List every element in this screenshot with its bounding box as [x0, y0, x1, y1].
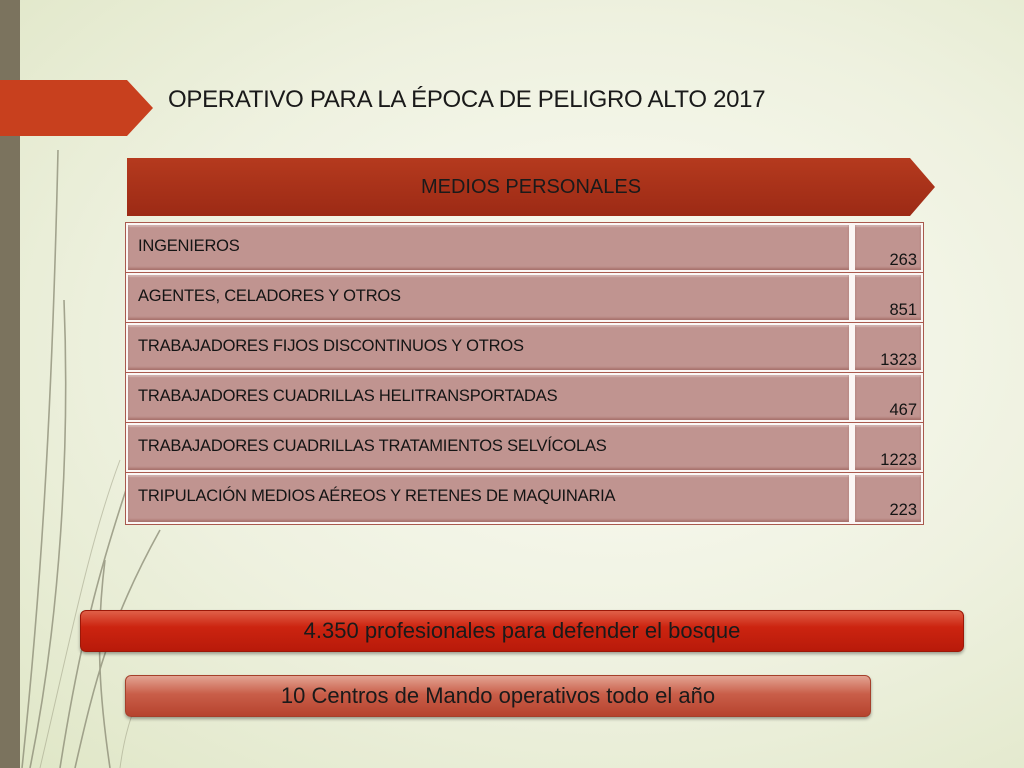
row-value: 263	[855, 225, 921, 270]
row-label: TRABAJADORES CUADRILLAS TRATAMIENTOS SEL…	[128, 425, 849, 470]
row-label: AGENTES, CELADORES Y OTROS	[128, 275, 849, 320]
table-row: TRIPULACIÓN MEDIOS AÉREOS Y RETENES DE M…	[126, 473, 923, 524]
left-decorative-bar	[0, 0, 20, 768]
row-value: 1323	[855, 325, 921, 370]
row-label: TRABAJADORES CUADRILLAS HELITRANSPORTADA…	[128, 375, 849, 420]
section-banner-label: MEDIOS PERSONALES	[420, 175, 642, 198]
title-arrow-shape	[0, 80, 153, 136]
row-label: INGENIEROS	[128, 225, 849, 270]
table-row: INGENIEROS 263	[126, 223, 923, 273]
row-label: TRIPULACIÓN MEDIOS AÉREOS Y RETENES DE M…	[128, 475, 849, 522]
table-row: TRABAJADORES CUADRILLAS TRATAMIENTOS SEL…	[126, 423, 923, 473]
table-row: TRABAJADORES FIJOS DISCONTINUOS Y OTROS …	[126, 323, 923, 373]
row-value: 223	[855, 475, 921, 522]
table-row: TRABAJADORES CUADRILLAS HELITRANSPORTADA…	[126, 373, 923, 423]
command-centers-callout: 10 Centros de Mando operativos todo el a…	[125, 675, 871, 717]
row-value: 1223	[855, 425, 921, 470]
row-value: 467	[855, 375, 921, 420]
personnel-table: INGENIEROS 263 AGENTES, CELADORES Y OTRO…	[125, 222, 924, 525]
row-label: TRABAJADORES FIJOS DISCONTINUOS Y OTROS	[128, 325, 849, 370]
row-value: 851	[855, 275, 921, 320]
table-row: AGENTES, CELADORES Y OTROS 851	[126, 273, 923, 323]
slide-title: OPERATIVO PARA LA ÉPOCA DE PELIGRO ALTO …	[168, 86, 766, 113]
section-banner	[127, 158, 935, 216]
total-professionals-callout: 4.350 profesionales para defender el bos…	[80, 610, 964, 652]
